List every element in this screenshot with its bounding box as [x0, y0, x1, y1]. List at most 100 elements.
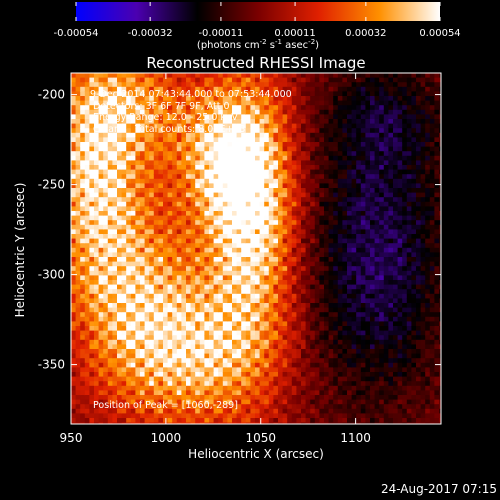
heatmap-cell [158, 289, 164, 295]
heatmap-cell [181, 215, 187, 221]
heatmap-cell [324, 381, 330, 387]
heatmap-cell [356, 211, 362, 217]
heatmap-cell [167, 100, 173, 106]
heatmap-cell [314, 367, 320, 373]
heatmap-cell [236, 404, 242, 410]
heatmap-cell [71, 413, 77, 419]
heatmap-cell [319, 201, 325, 207]
heatmap-cell [71, 178, 77, 184]
heatmap-cell [337, 289, 343, 295]
heatmap-cell [80, 91, 86, 97]
heatmap-cell [241, 142, 247, 148]
heatmap-cell [117, 142, 123, 148]
heatmap-cell [245, 408, 251, 414]
heatmap-cell [222, 326, 228, 332]
heatmap-cell [333, 270, 339, 276]
heatmap-cell [356, 289, 362, 295]
heatmap-cell [250, 275, 256, 281]
heatmap-cell [195, 330, 201, 336]
heatmap-cell [227, 238, 233, 244]
heatmap-cell [227, 215, 233, 221]
heatmap-cell [103, 261, 109, 267]
heatmap-cell [130, 316, 136, 322]
heatmap-cell [172, 358, 178, 364]
heatmap-cell [94, 399, 100, 405]
heatmap-cell [130, 220, 136, 226]
heatmap-cell [222, 146, 228, 152]
heatmap-cell [296, 128, 302, 134]
heatmap-cell [204, 234, 210, 240]
heatmap-cell [222, 201, 228, 207]
heatmap-cell [259, 73, 265, 79]
heatmap-cell [301, 174, 307, 180]
heatmap-cell [227, 381, 233, 387]
heatmap-cell [301, 353, 307, 359]
heatmap-cell [149, 367, 155, 373]
heatmap-cell [319, 395, 325, 401]
heatmap-cell [176, 312, 182, 318]
heatmap-cell [204, 160, 210, 166]
heatmap-cell [324, 91, 330, 97]
heatmap-cell [347, 385, 353, 391]
heatmap-cell [268, 303, 274, 309]
heatmap-cell [241, 146, 247, 152]
heatmap-cell [328, 284, 334, 290]
heatmap-cell [273, 96, 279, 102]
heatmap-cell [333, 390, 339, 396]
heatmap-cell [181, 399, 187, 405]
heatmap-cell [153, 298, 159, 304]
heatmap-cell [273, 399, 279, 405]
heatmap-cell [347, 335, 353, 341]
heatmap-cell [149, 372, 155, 378]
heatmap-cell [259, 293, 265, 299]
heatmap-cell [153, 307, 159, 313]
heatmap-cell [268, 77, 274, 83]
heatmap-cell [264, 73, 270, 79]
heatmap-cell [305, 160, 311, 166]
heatmap-cell [186, 247, 192, 253]
heatmap-cell [278, 91, 284, 97]
heatmap-cell [287, 123, 293, 129]
heatmap-cell [112, 404, 118, 410]
heatmap-cell [190, 123, 196, 129]
heatmap-cell [319, 197, 325, 203]
heatmap-cell [360, 165, 366, 171]
heatmap-cell [250, 376, 256, 382]
heatmap-cell [296, 146, 302, 152]
heatmap-cell [80, 270, 86, 276]
heatmap-cell [310, 326, 316, 332]
heatmap-cell [213, 367, 219, 373]
heatmap-cell [227, 418, 233, 424]
heatmap-cell [103, 339, 109, 345]
heatmap-cell [236, 160, 242, 166]
heatmap-cell [264, 353, 270, 359]
heatmap-cell [75, 211, 81, 217]
heatmap-cell [360, 206, 366, 212]
heatmap-cell [209, 418, 215, 424]
heatmap-cell [71, 353, 77, 359]
heatmap-cell [107, 82, 113, 88]
heatmap-cell [264, 234, 270, 240]
heatmap-cell [158, 155, 164, 161]
heatmap-cell [112, 252, 118, 258]
heatmap-cell [296, 109, 302, 115]
heatmap-cell [236, 96, 242, 102]
heatmap-cell [356, 73, 362, 79]
heatmap-cell [324, 266, 330, 272]
heatmap-cell [153, 422, 159, 424]
heatmap-cell [126, 275, 132, 281]
heatmap-cell [273, 335, 279, 341]
heatmap-cell [117, 335, 123, 341]
heatmap-cell [75, 362, 81, 368]
heatmap-cell [103, 132, 109, 138]
heatmap-cell [144, 77, 150, 83]
heatmap-cell [89, 114, 95, 120]
heatmap-cell [172, 257, 178, 263]
heatmap-cell [287, 385, 293, 391]
heatmap-cell [126, 215, 132, 221]
heatmap-cell [176, 321, 182, 327]
heatmap-cell [167, 109, 173, 115]
heatmap-cell [199, 413, 205, 419]
heatmap-cell [342, 418, 348, 424]
heatmap-cell [337, 353, 343, 359]
